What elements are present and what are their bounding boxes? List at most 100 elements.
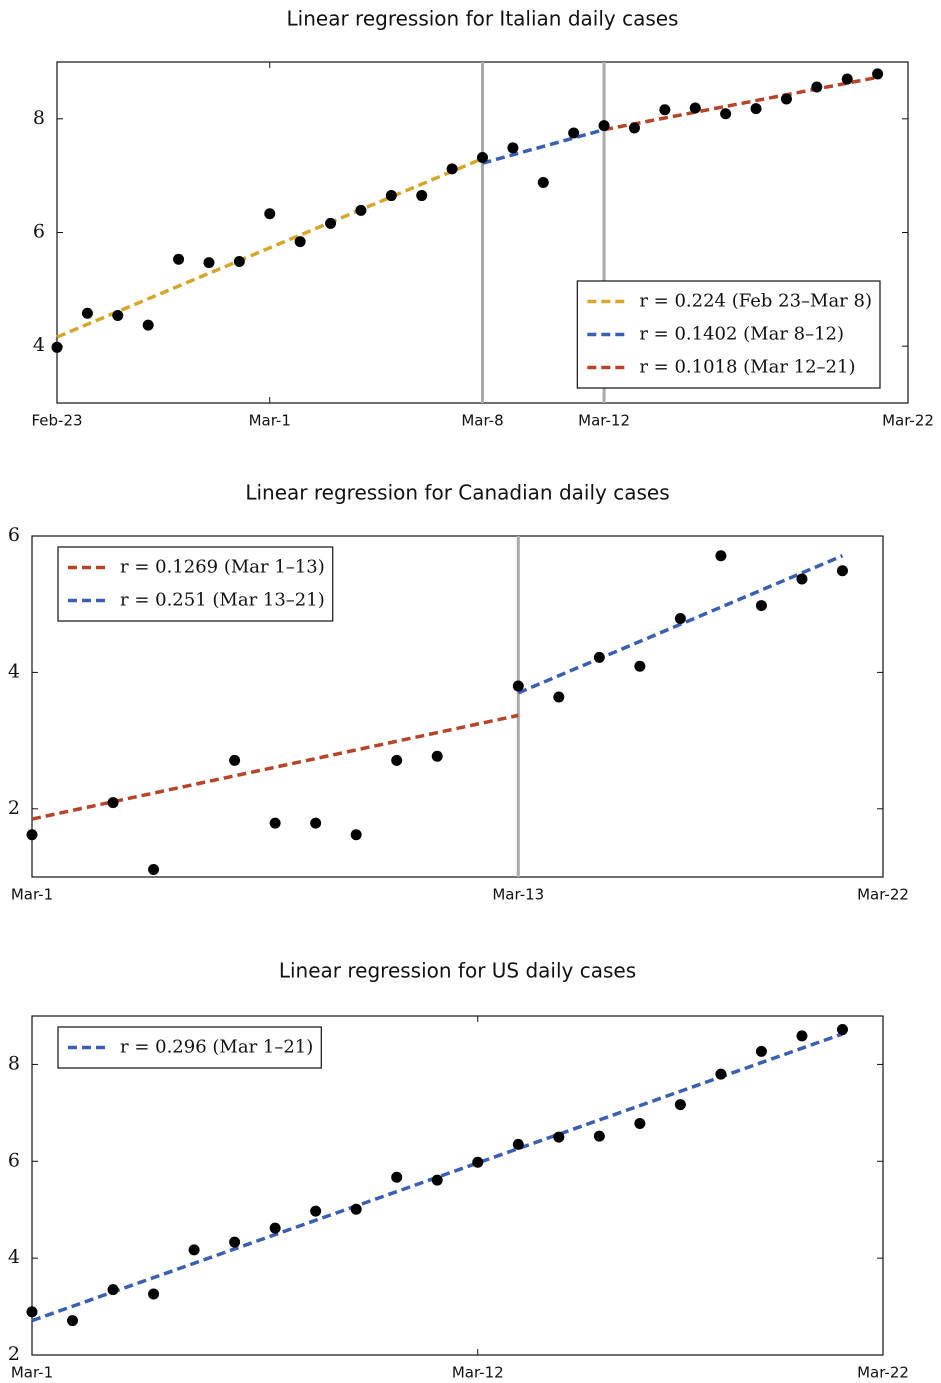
legend-label: r = 0.1269 (Mar 1–13) [120, 557, 325, 578]
y-tick-label: 4 [33, 334, 45, 356]
data-point [229, 1236, 241, 1248]
fit-line [31, 713, 519, 821]
data-point [26, 1306, 38, 1318]
data-point [51, 341, 63, 353]
data-point [715, 1068, 727, 1080]
data-point [269, 817, 281, 829]
data-point [689, 102, 701, 114]
data-point [233, 255, 245, 267]
fit-line [56, 157, 484, 339]
legend-box [57, 546, 334, 622]
data-point [755, 1045, 767, 1057]
data-point [350, 1203, 362, 1215]
fit-line [482, 127, 605, 165]
x-tick-label: Mar-12 [578, 412, 630, 430]
y-tick-label: 6 [33, 221, 45, 243]
data-point [431, 750, 443, 762]
data-point [593, 651, 605, 663]
data-point [836, 1024, 848, 1036]
data-point [674, 613, 686, 625]
legend-box [576, 280, 881, 389]
data-point [674, 1099, 686, 1111]
data-point [628, 122, 640, 134]
data-point [553, 1131, 565, 1143]
x-tick-label: Mar-1 [11, 1364, 53, 1382]
fit-line [31, 1032, 844, 1323]
data-point [112, 309, 124, 321]
data-point [173, 253, 185, 265]
fit-line [603, 75, 878, 132]
data-point [391, 1171, 403, 1183]
x-tick-label: Mar-1 [249, 412, 291, 430]
data-point [472, 1156, 484, 1168]
data-point [750, 103, 762, 115]
data-point [512, 680, 524, 692]
data-point [203, 257, 215, 269]
chart-title: Linear regression for Italian daily case… [287, 7, 679, 31]
data-point [294, 236, 306, 248]
data-point [720, 108, 732, 120]
plot-frame [31, 535, 884, 878]
fit-line [517, 554, 844, 695]
data-point [142, 319, 154, 331]
x-tick-label: Mar-22 [857, 1364, 909, 1382]
x-tick-label: Mar-22 [882, 412, 934, 430]
x-tick-label: Mar-8 [461, 412, 503, 430]
data-point [507, 142, 519, 154]
x-tick-label: Mar-12 [452, 1364, 504, 1382]
data-point [148, 1288, 160, 1300]
legend-label: r = 0.296 (Mar 1–21) [120, 1037, 313, 1058]
data-point [811, 81, 823, 93]
data-point [325, 217, 337, 229]
data-point [385, 190, 397, 202]
data-point [67, 1315, 79, 1327]
data-point [872, 68, 884, 80]
plot-frame [31, 1015, 884, 1356]
data-point [391, 754, 403, 766]
data-point [148, 863, 160, 875]
x-tick-label: Feb-23 [31, 412, 82, 430]
data-point [477, 151, 488, 163]
data-point [355, 204, 367, 216]
data-point [264, 208, 276, 220]
data-point [780, 93, 792, 105]
data-point [446, 163, 458, 175]
chart-title: Linear regression for Canadian daily cas… [245, 481, 669, 505]
data-point [634, 660, 646, 672]
data-point [796, 1030, 808, 1042]
data-point [553, 691, 565, 703]
data-point [634, 1118, 646, 1130]
y-tick-label: 2 [8, 797, 20, 819]
legend: r = 0.1269 (Mar 1–13) r = 0.251 (Mar 13–2… [57, 546, 334, 622]
legend: r = 0.296 (Mar 1–21) [57, 1026, 322, 1069]
chart-title: Linear regression for US daily cases [279, 959, 636, 983]
data-point [310, 1205, 322, 1217]
y-tick-label: 8 [8, 1052, 20, 1074]
data-point [755, 600, 767, 612]
data-point [537, 176, 549, 188]
data-point [512, 1138, 524, 1150]
x-tick-label: Mar-22 [857, 886, 909, 904]
legend-label: r = 0.1018 (Mar 12–21) [639, 357, 855, 378]
data-point [310, 817, 322, 829]
x-tick-label: Mar-1 [11, 886, 53, 904]
x-tick-label: Mar-13 [492, 886, 544, 904]
data-point [229, 754, 241, 766]
legend-label: r = 0.224 (Feb 23–Mar 8) [639, 291, 872, 312]
y-tick-label: 2 [8, 1343, 20, 1365]
data-point [107, 797, 119, 809]
data-point [715, 550, 727, 562]
data-point [107, 1284, 119, 1296]
y-tick-label: 4 [8, 660, 20, 682]
y-tick-label: 6 [8, 1149, 20, 1171]
data-point [81, 307, 93, 319]
y-tick-label: 8 [33, 107, 45, 129]
legend: r = 0.224 (Feb 23–Mar 8) r = 0.1402 (Mar … [576, 280, 881, 389]
data-point [593, 1130, 605, 1142]
data-point [26, 829, 38, 841]
y-tick-label: 4 [8, 1246, 20, 1268]
data-point [431, 1174, 443, 1186]
legend-label: r = 0.251 (Mar 13–21) [120, 590, 325, 611]
data-point [350, 829, 362, 841]
